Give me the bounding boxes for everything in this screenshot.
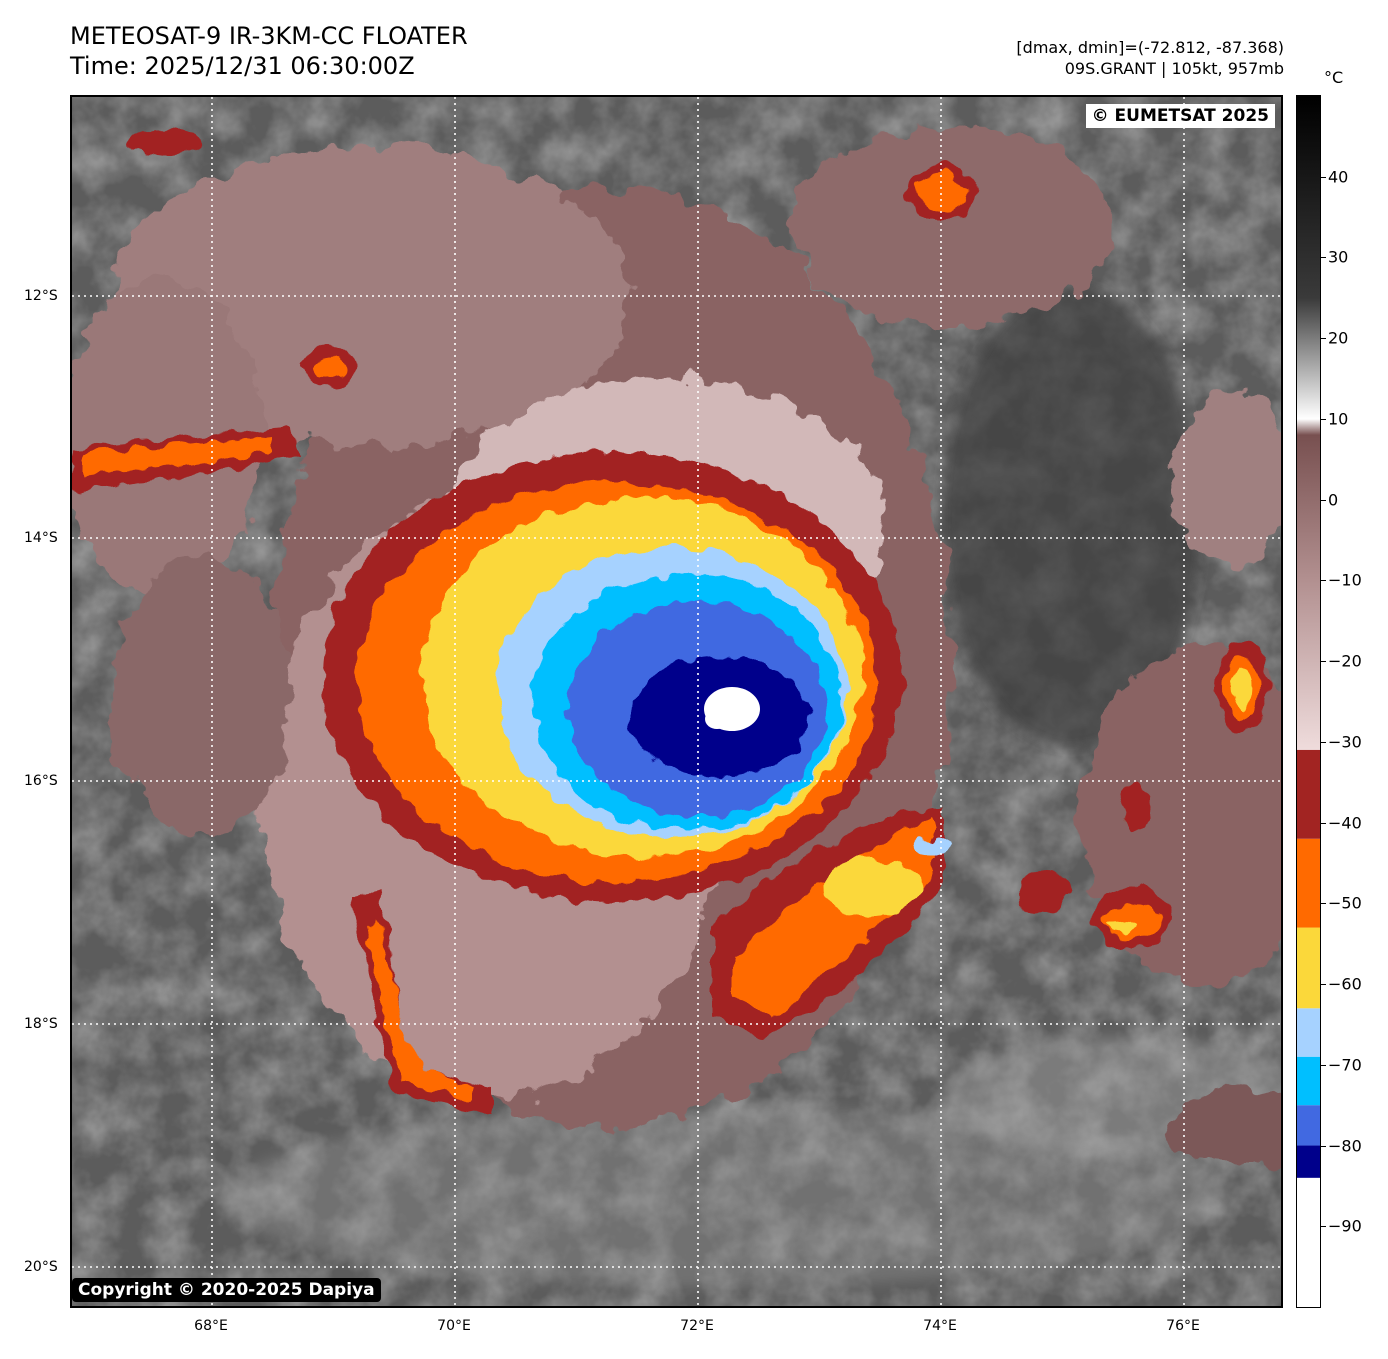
lat-label-14s: 14°S [24,530,58,546]
satellite-map: © EUMETSAT 2025 Copyright © 2020-2025 Da… [70,95,1283,1308]
lon-label-70e: 70°E [437,1318,471,1334]
colorbar-tick-mark [1321,580,1326,582]
colorbar-tick-mark [1321,338,1326,340]
colorbar-band-2 [1297,1105,1320,1146]
colorbar-band-6 [1297,838,1320,928]
colorbar-tick-label: −20 [1328,651,1362,671]
chart-title: METEOSAT-9 IR-3KM-CC FLOATER [70,22,468,50]
colorbar-tick-mark [1321,499,1326,501]
copyright-label: Copyright © 2020-2025 Dapiya [72,1278,381,1302]
colorbar-tick-label: 40 [1328,167,1349,187]
colorbar-tick-mark [1321,1226,1326,1228]
colorbar [1296,95,1321,1308]
lat-label-18s: 18°S [24,1016,58,1032]
eumetsat-credit: © EUMETSAT 2025 [1085,104,1275,128]
ir-imagery [72,97,1281,1306]
colorbar-tick-mark [1321,176,1326,178]
colorbar-tick-mark [1321,1064,1326,1066]
colorbar-band-5 [1297,927,1320,1009]
colorbar-tick-label: −50 [1328,893,1362,913]
colorbar-tick-mark [1321,741,1326,743]
colorbar-tick-mark [1321,418,1326,420]
lon-label-76e: 76°E [1166,1318,1200,1334]
colorbar-tick-label: 0 [1328,490,1339,510]
colorbar-tick-label: 30 [1328,247,1349,267]
dmax-dmin-info: [dmax, dmin]=(-72.812, -87.368) [1016,38,1284,57]
colorbar-band-1 [1297,1145,1320,1178]
colorbar-tick-label: −80 [1328,1136,1362,1156]
lon-label-68e: 68°E [194,1318,228,1334]
colorbar-scale [1297,96,1320,1307]
lat-label-20s: 20°S [24,1259,58,1275]
colorbar-tick-label: −90 [1328,1216,1362,1236]
lon-label-74e: 74°E [923,1318,957,1334]
colorbar-tick-mark [1321,1145,1326,1147]
colorbar-tick-mark [1321,822,1326,824]
colorbar-tick-mark [1321,984,1326,986]
colorbar-unit: °C [1324,68,1344,87]
colorbar-tick-label: −60 [1328,974,1362,994]
colorbar-tick-label: −30 [1328,732,1362,752]
colorbar-tick-mark [1321,257,1326,259]
colorbar-gradient [1297,96,1320,750]
timestamp: Time: 2025/12/31 06:30:00Z [70,52,415,80]
colorbar-tick-label: −70 [1328,1055,1362,1075]
colorbar-tick-label: 20 [1328,328,1349,348]
colorbar-tick-label: −10 [1328,570,1362,590]
colorbar-band-0 [1297,1177,1320,1307]
storm-info: 09S.GRANT | 105kt, 957mb [1064,59,1284,78]
colorbar-tick-mark [1321,661,1326,663]
lon-label-72e: 72°E [680,1318,714,1334]
lat-label-16s: 16°S [24,773,58,789]
colorbar-tick-label: −40 [1328,813,1362,833]
colorbar-band-3 [1297,1056,1320,1106]
colorbar-band-7 [1297,749,1320,839]
colorbar-tick-label: 10 [1328,409,1349,429]
lat-label-12s: 12°S [24,288,58,304]
colorbar-tick-mark [1321,903,1326,905]
colorbar-band-4 [1297,1008,1320,1057]
